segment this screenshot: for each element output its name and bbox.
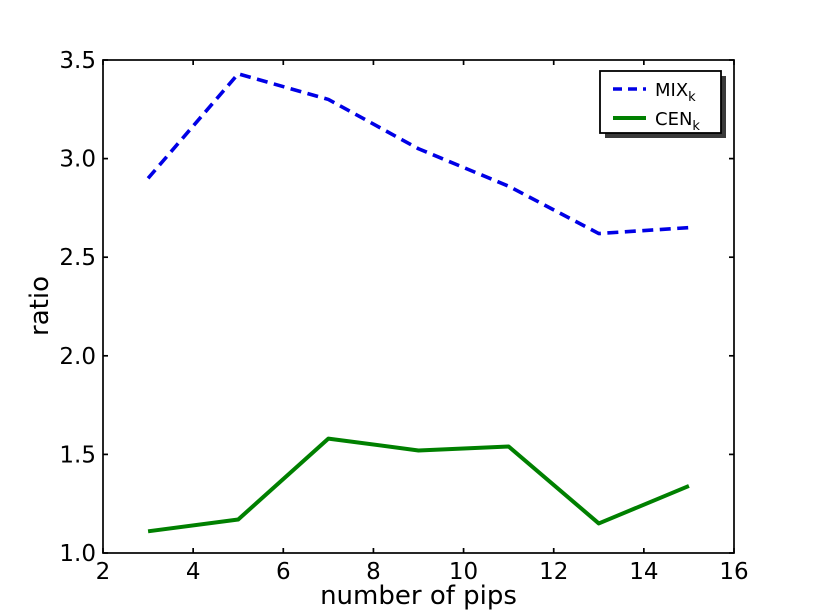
x-tick-label: 10 bbox=[449, 559, 478, 585]
legend-label-MIX: MIXk bbox=[655, 80, 696, 105]
x-tick-label: 4 bbox=[186, 559, 201, 585]
legend: MIXk CENk bbox=[599, 70, 726, 138]
x-tick-label: 8 bbox=[366, 559, 381, 585]
x-tick-label: 2 bbox=[96, 559, 111, 585]
y-tick-label: 1.0 bbox=[59, 541, 96, 567]
y-tick-label: 2.0 bbox=[59, 344, 96, 370]
y-tick-label: 2.5 bbox=[59, 245, 96, 271]
x-axis-label: number of pips bbox=[320, 581, 517, 611]
axes-spines bbox=[102, 59, 735, 554]
legend-box bbox=[599, 70, 722, 134]
x-tick-label: 14 bbox=[629, 559, 658, 585]
y-tick-label: 3.0 bbox=[59, 147, 96, 173]
series-line-CEN bbox=[147, 436, 690, 534]
x-tick-label: 16 bbox=[719, 559, 748, 585]
x-tick-label: 6 bbox=[276, 559, 291, 585]
y-tick-label: 3.5 bbox=[59, 48, 96, 74]
x-tick-label: 12 bbox=[539, 559, 568, 585]
legend-label-CEN: CENk bbox=[655, 109, 700, 134]
y-tick-label: 1.5 bbox=[59, 442, 96, 468]
y-axis-label: ratio bbox=[25, 276, 55, 336]
series-line-MIX bbox=[146, 72, 690, 236]
